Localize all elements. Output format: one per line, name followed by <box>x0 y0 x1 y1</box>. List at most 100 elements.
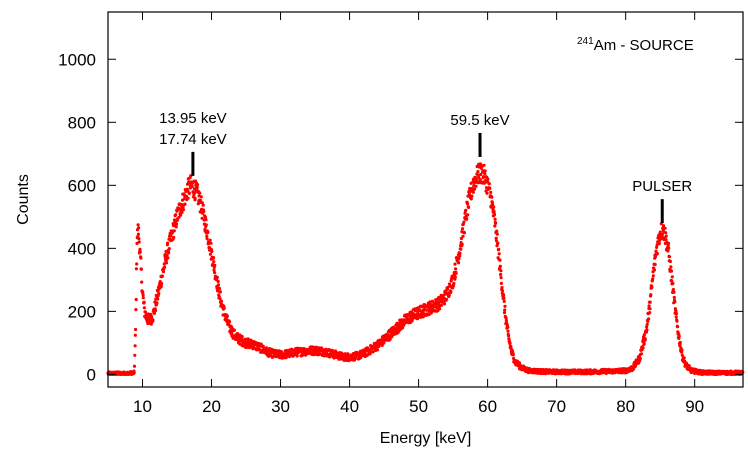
data-point <box>648 311 652 315</box>
data-point <box>243 337 248 341</box>
data-point <box>133 344 137 348</box>
data-point <box>479 172 483 177</box>
data-point <box>157 292 161 296</box>
data-point <box>502 299 506 303</box>
x-axis-title: Energy [keV] <box>380 430 472 447</box>
data-point <box>647 317 651 321</box>
data-point <box>205 234 209 238</box>
data-point <box>672 290 676 294</box>
data-point <box>295 354 299 358</box>
data-point <box>146 312 150 316</box>
x-tick-label: 40 <box>340 397 359 416</box>
data-point <box>195 185 199 189</box>
data-point <box>201 203 205 207</box>
data-point <box>388 337 392 341</box>
data-point <box>680 348 684 352</box>
annotation-label: 17.74 keV <box>159 131 227 148</box>
data-point <box>133 353 137 357</box>
data-point <box>678 340 682 345</box>
data-point <box>457 257 461 261</box>
data-point <box>177 215 181 219</box>
data-point <box>461 234 465 238</box>
data-point <box>497 247 501 251</box>
data-point <box>511 353 515 357</box>
data-point <box>491 202 495 206</box>
data-point <box>166 241 170 245</box>
data-point <box>174 222 179 226</box>
data-point <box>319 346 323 350</box>
data-point <box>639 352 644 356</box>
data-point <box>498 264 502 268</box>
data-point <box>657 242 661 246</box>
data-point <box>494 221 498 225</box>
data-point <box>156 297 160 301</box>
data-point <box>478 178 482 182</box>
data-point <box>181 208 185 212</box>
data-point <box>470 194 474 198</box>
data-point <box>193 191 197 195</box>
data-point <box>676 325 680 329</box>
data-point <box>489 190 493 194</box>
data-point <box>216 279 220 284</box>
x-tick-label: 70 <box>547 397 566 416</box>
data-point <box>430 299 434 303</box>
data-point <box>464 208 468 212</box>
data-point <box>660 232 665 236</box>
data-point <box>458 254 462 258</box>
data-point <box>452 281 456 286</box>
data-point <box>213 271 217 275</box>
data-point <box>375 348 380 352</box>
x-tick-label: 90 <box>685 397 704 416</box>
data-point <box>653 262 657 267</box>
data-point <box>439 303 444 307</box>
data-point <box>346 352 350 356</box>
data-point <box>492 205 496 209</box>
data-point <box>209 241 213 245</box>
data-point <box>164 258 168 262</box>
data-point <box>208 252 212 256</box>
data-point <box>499 276 503 280</box>
data-point <box>230 331 234 335</box>
data-point <box>288 353 292 358</box>
data-point <box>498 258 502 262</box>
data-point <box>467 193 471 197</box>
data-point <box>506 325 510 329</box>
data-point <box>668 259 673 264</box>
data-point <box>453 275 457 279</box>
data-point <box>459 247 463 251</box>
data-point <box>134 267 138 271</box>
data-point <box>205 237 209 241</box>
data-point <box>204 218 208 222</box>
data-point <box>486 177 490 181</box>
data-point <box>139 267 143 271</box>
data-point <box>495 229 499 233</box>
annotation-label: 59.5 keV <box>450 112 509 129</box>
data-point <box>153 309 158 313</box>
data-point <box>422 303 426 307</box>
data-point <box>506 329 510 333</box>
data-point <box>429 311 433 315</box>
data-point <box>504 316 508 320</box>
data-point <box>508 341 512 345</box>
data-point <box>218 290 222 294</box>
data-point <box>642 333 647 337</box>
x-tick-label: 20 <box>202 397 221 416</box>
data-point <box>473 187 477 191</box>
data-point <box>200 201 204 205</box>
x-axis: 10 20 30 40 50 60 70 80 90 <box>133 12 704 416</box>
data-point <box>483 172 487 176</box>
data-point <box>134 308 138 312</box>
data-point <box>669 265 673 269</box>
data-point <box>500 286 504 290</box>
data-point <box>645 328 649 332</box>
data-point <box>138 250 142 254</box>
data-point <box>425 308 429 312</box>
data-point <box>143 310 148 314</box>
source-label: 241Am - SOURCE <box>577 36 694 54</box>
y-tick-label: 0 <box>87 365 96 384</box>
data-point <box>507 334 511 338</box>
data-point <box>663 226 667 230</box>
data-point <box>646 319 650 323</box>
data-point <box>459 236 463 241</box>
